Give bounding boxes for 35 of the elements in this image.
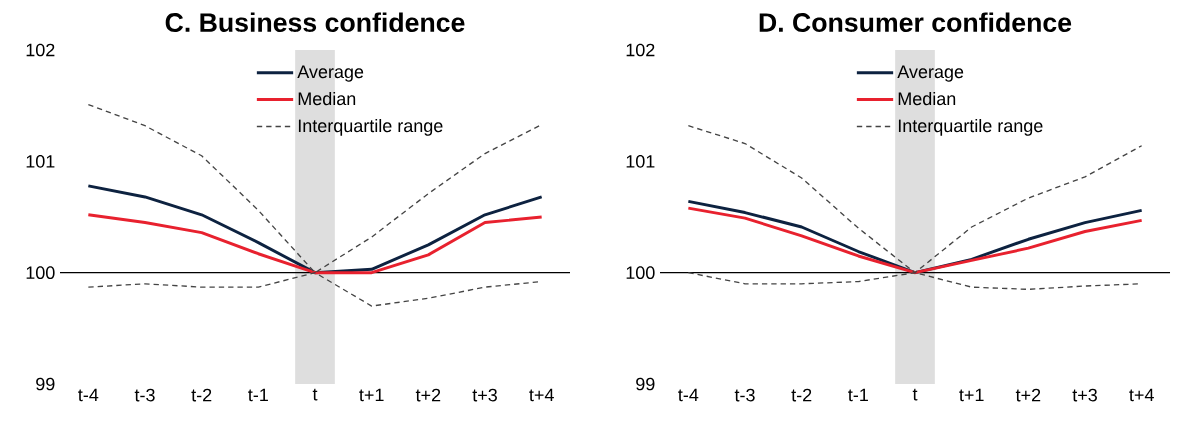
x-tick-label: t-2 <box>191 388 212 402</box>
x-tick-label: t-1 <box>848 388 868 402</box>
x-tick-label: t-2 <box>791 388 812 402</box>
legend-label: Interquartile range <box>298 118 443 136</box>
y-tick-label: 102 <box>26 43 55 57</box>
x-tick-label: t-3 <box>734 388 755 402</box>
x-tick-label: t-1 <box>248 388 268 402</box>
x-tick-label: t <box>312 388 318 401</box>
legend-label: Average <box>897 65 964 82</box>
x-tick-label: t-3 <box>134 388 155 402</box>
line-series <box>86 213 544 275</box>
legend-label: Average <box>297 65 364 82</box>
x-tick-label: t-4 <box>78 388 99 402</box>
y-tick-label: 102 <box>626 43 655 57</box>
chart-title: D. Consumer confidence <box>759 12 1072 33</box>
chart-title: C. Business confidence <box>165 12 465 33</box>
x-tick-label: t+1 <box>359 388 384 402</box>
x-tick-label: t+3 <box>1072 388 1097 402</box>
y-tick-label: 99 <box>36 377 55 391</box>
x-tick-label: t+2 <box>415 388 441 402</box>
y-tick-label: 99 <box>636 377 655 391</box>
x-tick-label: t+3 <box>472 388 497 402</box>
x-tick-label: t+2 <box>1015 388 1041 402</box>
y-tick-label: 101 <box>26 154 55 168</box>
x-tick-label: t <box>912 388 918 401</box>
x-tick-label: t+1 <box>959 388 984 402</box>
y-tick-label: 101 <box>626 154 655 168</box>
legend-label: Interquartile range <box>898 118 1043 136</box>
x-tick-label: t-4 <box>678 388 699 402</box>
legend-label: Median <box>298 91 356 106</box>
y-tick-label: 100 <box>26 266 55 280</box>
legend-label: Median <box>898 91 956 106</box>
y-tick-label: 100 <box>626 266 655 280</box>
x-tick-label: t+4 <box>1129 388 1154 402</box>
x-tick-label: t+4 <box>529 388 554 402</box>
